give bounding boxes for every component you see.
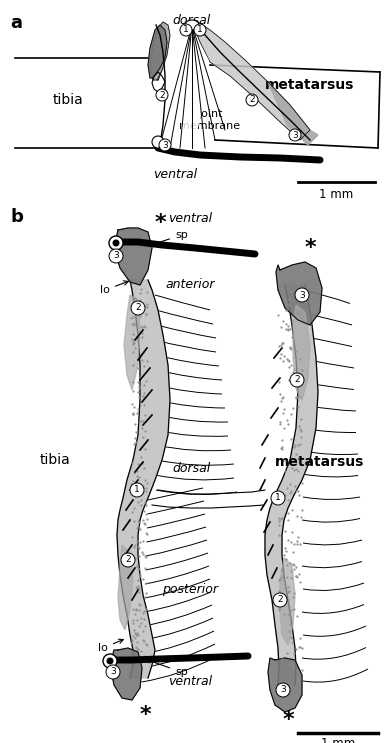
Circle shape [109,249,123,263]
Polygon shape [293,305,310,400]
Text: metatarsus: metatarsus [265,78,355,92]
Text: b: b [10,208,23,226]
Text: lo: lo [98,639,123,653]
Text: 1: 1 [275,493,281,502]
Circle shape [159,139,171,151]
Text: tibia: tibia [39,453,70,467]
Circle shape [276,683,290,697]
Polygon shape [148,25,167,78]
Circle shape [121,553,135,567]
Text: tibia: tibia [53,93,83,107]
Text: anterior: anterior [165,278,215,291]
Text: sp: sp [146,659,188,677]
Circle shape [106,658,113,664]
Circle shape [295,288,309,302]
Circle shape [273,593,287,607]
Text: 2: 2 [159,91,165,100]
Circle shape [246,94,258,106]
Text: ventral: ventral [153,168,197,181]
Text: 3: 3 [292,131,298,140]
Text: ventral: ventral [168,212,212,225]
Circle shape [106,665,120,679]
Text: 2: 2 [135,303,141,313]
Circle shape [156,89,168,101]
Text: lo: lo [100,281,128,295]
Text: 3: 3 [280,686,286,695]
Polygon shape [276,262,322,325]
Text: 2: 2 [277,595,283,605]
Text: joint
membrane: joint membrane [180,109,241,131]
Polygon shape [118,545,133,630]
Circle shape [289,129,301,141]
Polygon shape [114,228,152,285]
Text: dorsal: dorsal [173,462,211,475]
Text: 3: 3 [113,251,119,261]
Circle shape [109,236,123,250]
Text: a: a [10,14,22,32]
Polygon shape [265,285,318,685]
Text: 1 mm: 1 mm [321,737,355,743]
Text: metatarsus: metatarsus [275,455,365,469]
Circle shape [271,491,285,505]
Text: 3: 3 [162,140,168,149]
Circle shape [113,239,120,247]
Text: dorsal: dorsal [173,14,211,27]
Text: *: * [154,213,166,233]
Circle shape [131,301,145,315]
Polygon shape [124,295,140,390]
Text: 2: 2 [294,375,300,384]
Ellipse shape [185,20,199,30]
Circle shape [194,24,206,36]
Text: *: * [139,705,151,725]
Text: 1: 1 [134,485,140,495]
Text: 2: 2 [249,96,255,105]
Text: ventral: ventral [168,675,212,688]
Circle shape [290,373,304,387]
Text: 3: 3 [110,667,116,676]
Polygon shape [192,22,310,140]
Polygon shape [117,280,170,678]
Polygon shape [268,658,302,712]
Text: 3: 3 [299,291,305,299]
Polygon shape [150,22,170,80]
Text: sp: sp [149,230,188,247]
Circle shape [103,654,117,668]
Text: posterior: posterior [162,583,218,596]
Text: 1: 1 [197,25,203,34]
Text: *: * [304,238,316,258]
Text: 1: 1 [183,25,189,34]
Circle shape [130,483,144,497]
Polygon shape [268,82,318,145]
Circle shape [180,24,192,36]
Text: 1 mm: 1 mm [319,188,353,201]
Text: *: * [282,710,294,730]
Polygon shape [110,648,142,700]
Circle shape [152,136,164,148]
Text: 2: 2 [125,556,131,565]
Polygon shape [175,35,208,140]
Polygon shape [280,558,295,645]
